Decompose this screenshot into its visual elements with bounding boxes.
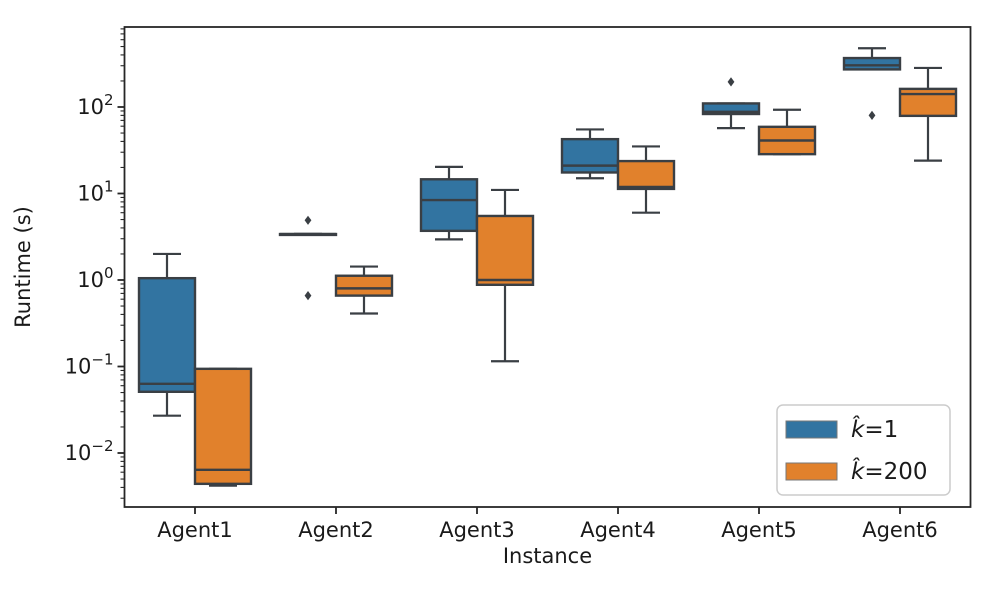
iqr-box bbox=[701, 102, 761, 116]
x-tick-label-agent4: Agent4 bbox=[580, 518, 656, 542]
x-tick-label-agent5: Agent5 bbox=[721, 518, 797, 542]
axes-spines bbox=[123, 26, 972, 508]
y-tick-label: 10−2 bbox=[65, 437, 114, 465]
outlier-diamond bbox=[304, 215, 312, 225]
legend-label-s1: k̂=200 bbox=[851, 458, 928, 485]
outlier-diamond bbox=[727, 77, 735, 87]
box-agent5-s0 bbox=[701, 77, 761, 130]
iqr-box bbox=[419, 178, 479, 233]
box-agent4-s1 bbox=[616, 145, 676, 214]
box-agent2-s1 bbox=[334, 265, 394, 315]
x-tick-label-agent3: Agent3 bbox=[439, 518, 515, 542]
y-axis-title: Runtime (s) bbox=[11, 206, 35, 328]
outlier-diamond bbox=[868, 110, 876, 120]
box-agent1-s1 bbox=[193, 367, 253, 487]
boxplot-boxes bbox=[137, 47, 958, 487]
iqr-box bbox=[334, 274, 394, 297]
x-tick-label-agent2: Agent2 bbox=[298, 518, 374, 542]
plot-border bbox=[123, 26, 972, 508]
legend-label-s0: k̂=1 bbox=[851, 416, 898, 443]
y-tick-label: 101 bbox=[77, 178, 113, 206]
legend-swatch-s1 bbox=[785, 462, 838, 481]
iqr-box bbox=[475, 214, 535, 287]
x-tick-label-agent1: Agent1 bbox=[157, 518, 233, 542]
box-agent3-s1 bbox=[475, 188, 535, 363]
outlier-diamond bbox=[304, 291, 312, 301]
iqr-box bbox=[137, 276, 197, 393]
axis-labels: Instance Runtime (s) bbox=[11, 206, 592, 568]
y-axis-ticks: 10−2 10−1 100 101 102 bbox=[65, 91, 125, 465]
x-tick-label-agent6: Agent6 bbox=[862, 518, 938, 542]
x-axis-title: Instance bbox=[503, 544, 592, 568]
iqr-box bbox=[842, 56, 902, 71]
x-axis-ticks: Agent1 Agent2 Agent3 Agent4 Agent5 Agent6 bbox=[157, 507, 938, 542]
box-agent3-s0 bbox=[419, 165, 479, 241]
box-agent2-s0 bbox=[278, 215, 338, 301]
iqr-box bbox=[560, 137, 620, 174]
y-tick-label: 10−1 bbox=[65, 351, 114, 379]
legend: k̂=1 k̂=200 bbox=[776, 404, 951, 496]
box-agent6-s0 bbox=[842, 47, 902, 120]
legend-swatch-s0 bbox=[785, 420, 838, 439]
iqr-box bbox=[193, 367, 253, 486]
box-agent6-s1 bbox=[898, 66, 958, 162]
y-tick-label: 100 bbox=[77, 264, 113, 292]
y-tick-label: 102 bbox=[77, 91, 113, 119]
box-agent1-s0 bbox=[137, 252, 197, 417]
iqr-box bbox=[616, 159, 676, 191]
box-agent4-s0 bbox=[560, 128, 620, 180]
box-agent5-s1 bbox=[757, 108, 817, 156]
y-minor-ticks bbox=[120, 28, 125, 499]
